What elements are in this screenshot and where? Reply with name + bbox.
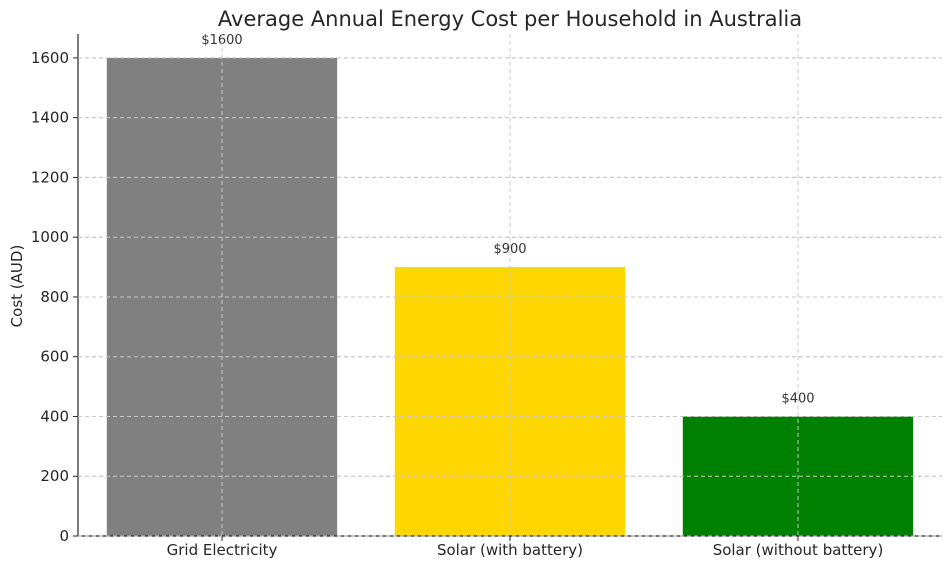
y-tick-label: 800 (40, 288, 69, 306)
y-tick-label: 400 (40, 407, 69, 425)
y-tick-label: 600 (40, 348, 69, 366)
x-tick-label: Solar (with battery) (437, 541, 583, 559)
y-tick-label: 0 (59, 527, 69, 545)
y-tick-label: 200 (40, 467, 69, 485)
bar-value-label: $900 (493, 242, 526, 257)
axes: 0 200 400 600 800 1000 1200 1400 1600 Grid Electr… (31, 34, 942, 559)
chart-title: Average Annual Energy Cost per Household… (218, 7, 802, 31)
bar-value-label: $1600 (201, 33, 242, 48)
y-tick-label: 1000 (31, 228, 69, 246)
x-tick-label: Solar (without battery) (713, 541, 884, 559)
y-tick-label: 1600 (31, 49, 69, 67)
x-tick-label: Grid Electricity (167, 541, 278, 559)
y-axis-label: Cost (AUD) (8, 245, 26, 328)
data-labels: $1600$900$400 (78, 33, 942, 537)
y-tick-label: 1200 (31, 168, 69, 186)
y-tick-label: 1400 (31, 109, 69, 127)
